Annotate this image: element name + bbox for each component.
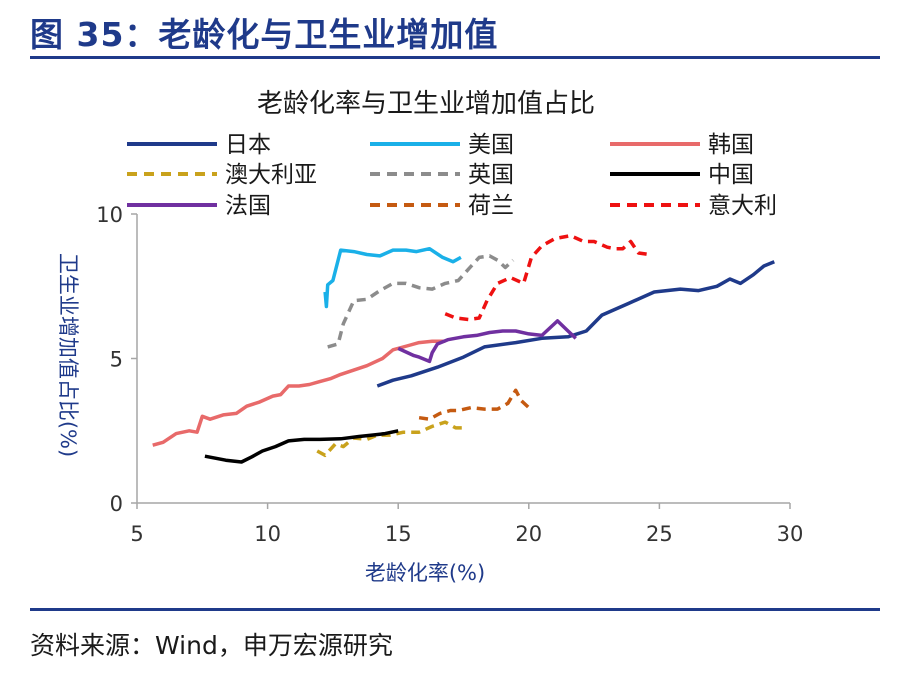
figure-title: 图 35：老龄化与卫生业增加值 <box>30 15 499 54</box>
source-note: 资料来源：Wind，申万宏源研究 <box>30 631 393 660</box>
bottom-rule <box>30 608 880 611</box>
y-tick-label: 5 <box>110 348 123 372</box>
x-tick-label: 10 <box>254 522 281 546</box>
x-tick-label: 30 <box>777 522 804 546</box>
x-tick-label: 20 <box>515 522 542 546</box>
x-tick-label: 25 <box>646 522 673 546</box>
legend-label: 中国 <box>708 162 754 188</box>
legend-label: 英国 <box>468 162 514 188</box>
plot-area <box>152 233 775 464</box>
x-axis-label: 老龄化率(%) <box>365 561 485 585</box>
series-line <box>152 339 446 447</box>
x-tick-label: 5 <box>130 522 143 546</box>
legend-label: 韩国 <box>708 132 754 158</box>
series-line <box>418 388 530 421</box>
series-line <box>444 233 650 322</box>
series-line <box>397 319 577 364</box>
top-rule <box>30 56 880 59</box>
y-tick-label: 10 <box>96 203 123 227</box>
series-line <box>327 254 515 349</box>
series-line <box>376 260 775 388</box>
legend-label: 日本 <box>225 132 271 158</box>
y-tick-label: 0 <box>110 492 123 516</box>
chart-title: 老龄化率与卫生业增加值占比 <box>257 89 595 119</box>
legend-label: 法国 <box>225 193 271 219</box>
x-tick-label: 15 <box>385 522 412 546</box>
legend-label: 美国 <box>468 132 514 158</box>
series-line <box>323 246 462 309</box>
y-axis-label: 卫生业增加值占比(%) <box>56 253 80 457</box>
legend-label: 荷兰 <box>468 193 514 219</box>
legend-label: 澳大利亚 <box>225 162 317 188</box>
series-line <box>204 429 399 464</box>
legend-label: 意大利 <box>708 193 777 219</box>
